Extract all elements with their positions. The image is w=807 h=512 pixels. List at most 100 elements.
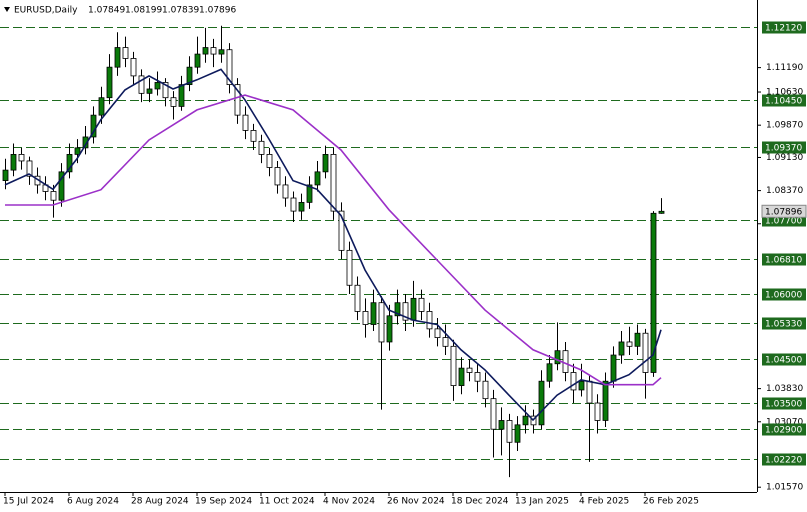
candle-body: [18, 154, 25, 162]
candle-body: [658, 210, 665, 214]
candle-body: [226, 49, 233, 86]
candle-body: [66, 154, 73, 173]
level-label: 1.03500: [765, 400, 802, 410]
candle-body: [346, 249, 353, 286]
candle-body: [634, 332, 641, 347]
level-label: 1.06810: [765, 256, 802, 266]
candle-body: [322, 154, 329, 173]
y-tick-label: 1.10630: [766, 88, 803, 98]
candle-body: [594, 402, 601, 421]
candle-body: [450, 345, 457, 386]
moving-average: [5, 94, 662, 386]
candle-body: [434, 328, 441, 338]
candle-body: [314, 171, 321, 186]
candle-body: [338, 210, 345, 251]
y-tick-label: 1.09130: [766, 153, 803, 163]
menu-arrow[interactable]: [4, 7, 10, 12]
level-label: 1.02220: [765, 456, 802, 466]
candle-body: [330, 154, 337, 212]
y-tick-label: 1.08370: [766, 186, 803, 196]
x-tick-label: 26 Nov 2024: [387, 497, 445, 507]
candle-body: [258, 140, 265, 155]
candle-body: [202, 47, 209, 55]
x-tick-label: 4 Nov 2024: [323, 497, 375, 507]
candle-body: [618, 341, 625, 356]
level-label: 1.07700: [765, 217, 802, 227]
x-tick-label: 18 Dec 2024: [451, 497, 509, 507]
candle-body: [130, 58, 137, 77]
level-label-box: [762, 253, 806, 266]
plot-area: [0, 25, 757, 478]
candle-body: [554, 350, 561, 365]
candle-body: [362, 311, 369, 325]
candle-body: [114, 47, 121, 68]
candle-body: [514, 424, 521, 443]
candle-body: [154, 82, 161, 90]
candle-body: [626, 341, 633, 347]
y-tick-label: 1.11190: [766, 63, 803, 73]
candle-body: [178, 84, 185, 107]
chart-title: EURUSD,Daily: [14, 6, 78, 16]
header-low: 1.07839: [162, 6, 199, 16]
candle-body: [458, 367, 465, 386]
moving-average: [4, 68, 662, 422]
candle-body: [650, 212, 657, 373]
candle-body: [602, 380, 609, 421]
candle-body: [402, 302, 409, 321]
candle-body: [394, 302, 401, 317]
header-open: 1.07849: [88, 6, 125, 16]
candle-body: [74, 147, 81, 155]
candle-body: [506, 420, 513, 443]
candle-body: [306, 184, 313, 203]
level-label: 1.02900: [765, 426, 802, 436]
level-label-box: [762, 453, 806, 466]
candle-body: [426, 311, 433, 330]
candle-body: [234, 84, 241, 116]
level-label-box: [762, 353, 806, 366]
candle-body: [386, 315, 393, 343]
x-tick-label: 13 Jan 2025: [515, 497, 569, 507]
candle-body: [210, 47, 217, 55]
candle-body: [418, 297, 425, 312]
y-tick-label: 1.03070: [766, 417, 803, 427]
level-label: 1.05330: [765, 320, 802, 330]
candle-body: [146, 88, 153, 94]
level-label-box: [762, 21, 806, 34]
candle-body: [186, 66, 193, 86]
level-label-box: [762, 141, 806, 154]
candle-body: [482, 380, 489, 400]
x-tick-label: 4 Feb 2025: [579, 497, 629, 507]
candle-body: [370, 302, 377, 325]
level-label: 1.12120: [765, 24, 802, 34]
level-label-box: [762, 94, 806, 107]
candle-body: [410, 297, 417, 321]
candle-body: [170, 97, 177, 107]
candle-body: [10, 154, 17, 171]
y-tick-label: 1.09870: [766, 121, 803, 131]
candle-body: [50, 191, 57, 201]
current-price-box: [761, 204, 807, 218]
header-high: 1.08199: [125, 6, 162, 16]
level-label: 1.06000: [765, 291, 802, 301]
y-tick-label: 1.03830: [766, 384, 803, 394]
candle-body: [162, 82, 169, 99]
level-label-box: [762, 288, 806, 301]
candle-body: [26, 160, 33, 177]
current-price-label: 1.07896: [765, 207, 802, 217]
candle-body: [282, 184, 289, 199]
candle-body: [522, 415, 529, 426]
header-close: 1.07896: [199, 6, 236, 16]
candle-body: [466, 367, 473, 373]
candle-body: [586, 380, 593, 404]
candle-body: [242, 114, 249, 131]
candle-body: [58, 171, 65, 201]
candle-body: [106, 66, 113, 99]
candle-body: [642, 332, 649, 373]
candle-body: [578, 380, 585, 391]
candle-body: [194, 53, 201, 68]
candle-body: [490, 398, 497, 430]
candle-body: [562, 350, 569, 373]
candle-body: [274, 167, 281, 186]
x-tick-label: 6 Aug 2024: [67, 497, 119, 507]
